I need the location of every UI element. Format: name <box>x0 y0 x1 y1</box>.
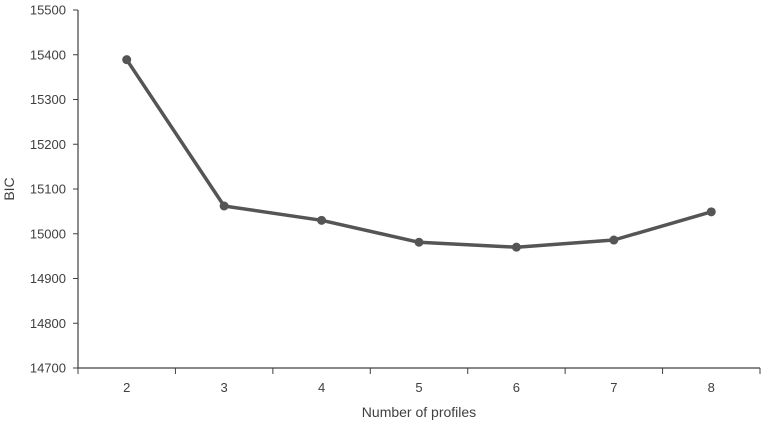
data-point <box>609 235 619 245</box>
x-tick-label: 2 <box>123 380 130 395</box>
y-tick-label: 15100 <box>30 182 66 197</box>
x-tick-label: 5 <box>415 380 422 395</box>
y-tick-label: 15500 <box>30 3 66 18</box>
y-tick-label: 14900 <box>30 271 66 286</box>
y-tick-label: 15400 <box>30 47 66 62</box>
bic-series-line <box>124 57 714 249</box>
y-tick-label: 14700 <box>30 361 66 376</box>
data-point <box>122 55 132 65</box>
x-tick-label: 3 <box>221 380 228 395</box>
data-point <box>706 207 716 217</box>
y-tick-label: 15200 <box>30 137 66 152</box>
data-point <box>414 237 424 247</box>
data-point <box>219 201 229 211</box>
x-tick-label: 6 <box>513 380 520 395</box>
x-tick-label: 8 <box>708 380 715 395</box>
y-axis-ticks: 14700 14800 14900 15000 15100 15200 15300 15400… <box>30 3 78 376</box>
y-axis-title: BIC <box>1 177 17 200</box>
data-point <box>511 242 521 252</box>
y-tick-label: 15300 <box>30 92 66 107</box>
y-tick-label: 14800 <box>30 316 66 331</box>
x-axis-ticks: 2 3 4 5 6 7 8 <box>77 368 761 395</box>
x-tick-label: 4 <box>318 380 325 395</box>
data-points <box>122 55 716 252</box>
x-axis-title: Number of profiles <box>362 404 476 420</box>
data-point <box>317 215 327 225</box>
y-tick-label: 15000 <box>30 226 66 241</box>
x-tick-label: 7 <box>610 380 617 395</box>
